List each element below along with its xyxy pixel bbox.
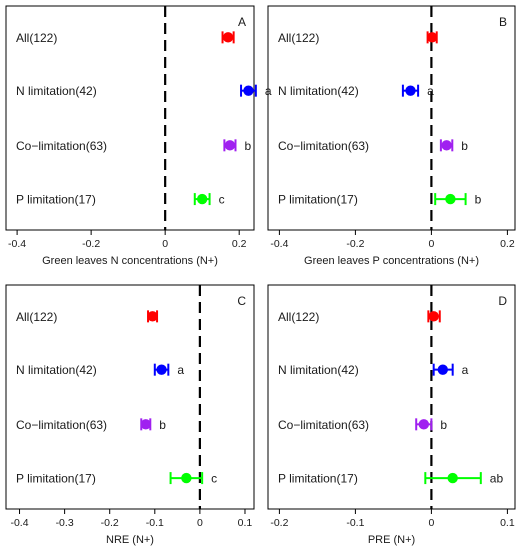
panel-a: A -0.4 -0.2 0 0.2 Green leaves N concentratio… <box>5 5 272 267</box>
significance-letter: c <box>211 472 217 486</box>
mean-point <box>405 85 416 96</box>
panel-frame <box>5 5 255 231</box>
mean-point <box>140 419 151 430</box>
row-label: Co−limitation(63) <box>278 418 369 432</box>
x-tick-label: 0 <box>162 238 168 250</box>
row-co-limitation: Co−limitation(63) b <box>278 139 468 153</box>
panel-letter: C <box>237 294 246 308</box>
x-tick-label: 0.1 <box>500 517 515 529</box>
row-p-limitation: P limitation(17) ab <box>278 472 503 486</box>
row-p-limitation: P limitation(17) c <box>16 472 217 486</box>
x-axis-label: NRE (N+) <box>106 534 154 546</box>
x-axis-label: Green leaves N concentrations (N+) <box>42 255 218 267</box>
row-n-limitation: N limitation(42) a <box>16 84 272 98</box>
row-label: Co−limitation(63) <box>16 418 107 432</box>
x-tick-label: -0.2 <box>346 238 364 250</box>
row-label: All(122) <box>278 310 319 324</box>
significance-letter: b <box>461 139 468 153</box>
x-tick-label: 0.2 <box>232 238 247 250</box>
row-all: All(122) <box>278 31 438 45</box>
row-co-limitation: Co−limitation(63) b <box>16 139 251 153</box>
row-n-limitation: N limitation(42) a <box>278 84 434 98</box>
row-all: All(122) <box>16 310 159 324</box>
row-label: N limitation(42) <box>278 84 359 98</box>
mean-point <box>222 32 234 43</box>
row-p-limitation: P limitation(17) c <box>16 193 225 207</box>
mean-point <box>447 472 458 484</box>
x-tick-label: 0 <box>428 238 434 250</box>
panel-frame <box>267 284 516 510</box>
row-co-limitation: Co−limitation(63) b <box>16 418 166 432</box>
row-p-limitation: P limitation(17) b <box>278 193 482 207</box>
x-tick-label: 0.2 <box>500 238 515 250</box>
mean-point <box>147 311 158 322</box>
mean-point <box>441 140 452 151</box>
significance-letter: b <box>159 418 166 432</box>
row-label: N limitation(42) <box>16 363 97 377</box>
x-tick-label: 0.1 <box>238 517 253 529</box>
row-label: All(122) <box>16 310 57 324</box>
mean-point <box>181 472 192 484</box>
panel-letter: B <box>499 15 507 29</box>
x-tick-label: -0.4 <box>8 238 26 250</box>
panel-d: D -0.2 -0.1 0 0.1 PRE (N+) All(122) N limitatio… <box>267 284 516 546</box>
panel-letter: A <box>238 15 246 29</box>
row-label: All(122) <box>278 31 319 45</box>
row-label: N limitation(42) <box>278 363 359 377</box>
significance-letter: c <box>219 193 225 207</box>
x-tick-label: -0.2 <box>270 517 288 529</box>
x-tick-label: 0 <box>428 517 434 529</box>
mean-point <box>224 140 236 151</box>
significance-letter: a <box>177 363 184 377</box>
x-tick-label: -0.1 <box>346 517 364 529</box>
x-tick-label: -0.1 <box>146 517 164 529</box>
x-tick-label: 0 <box>197 517 203 529</box>
row-label: All(122) <box>16 31 57 45</box>
mean-point <box>196 193 208 205</box>
row-all: All(122) <box>278 310 441 324</box>
row-co-limitation: Co−limitation(63) b <box>278 418 447 432</box>
mean-point <box>428 311 439 322</box>
x-tick-label: -0.4 <box>10 517 28 529</box>
mean-point <box>418 419 429 430</box>
mean-point <box>426 32 438 43</box>
significance-letter: ab <box>490 472 504 486</box>
panel-c: C -0.4 -0.3 -0.2 -0.1 0 0.1 NRE (N+) All(122) N l… <box>5 284 255 546</box>
significance-letter: a <box>427 84 434 98</box>
panel-letter: D <box>498 294 507 308</box>
row-n-limitation: N limitation(42) a <box>278 363 469 377</box>
significance-letter: b <box>475 193 482 207</box>
significance-letter: b <box>440 418 447 432</box>
panel-b: B -0.4 -0.2 0 0.2 Green leaves P concentratio… <box>267 5 516 267</box>
x-axis-label: PRE (N+) <box>368 534 415 546</box>
row-label: P limitation(17) <box>16 472 96 486</box>
panel-frame <box>267 5 516 231</box>
x-tick-label: -0.2 <box>101 517 119 529</box>
mean-point <box>156 364 167 375</box>
x-tick-label: -0.2 <box>82 238 100 250</box>
x-tick-label: -0.4 <box>270 238 288 250</box>
row-label: P limitation(17) <box>278 193 358 207</box>
mean-point <box>243 85 254 96</box>
mean-point <box>437 364 448 375</box>
x-axis-label: Green leaves P concentrations (N+) <box>304 255 479 267</box>
significance-letter: b <box>244 139 251 153</box>
x-tick-label: -0.3 <box>56 517 74 529</box>
row-label: Co−limitation(63) <box>278 139 369 153</box>
row-all: All(122) <box>16 31 235 45</box>
row-label: P limitation(17) <box>16 193 96 207</box>
row-n-limitation: N limitation(42) a <box>16 363 184 377</box>
row-label: P limitation(17) <box>278 472 358 486</box>
row-label: Co−limitation(63) <box>16 139 107 153</box>
panel-frame <box>5 284 255 510</box>
significance-letter: a <box>462 363 469 377</box>
mean-point <box>445 193 456 205</box>
row-label: N limitation(42) <box>16 84 97 98</box>
